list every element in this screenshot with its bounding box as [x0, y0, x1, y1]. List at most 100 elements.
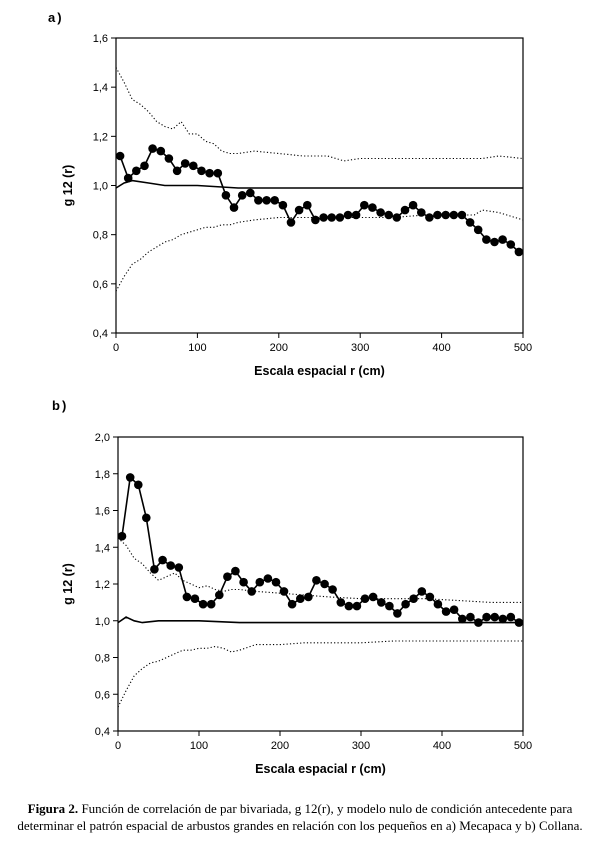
- data-point: [180, 159, 190, 168]
- y-tick-label: 0,6: [93, 279, 108, 291]
- x-tick-label: 0: [115, 740, 121, 752]
- data-point: [239, 577, 248, 587]
- data-point: [328, 585, 337, 594]
- data-point: [254, 196, 263, 205]
- data-point: [278, 200, 288, 210]
- data-point: [123, 173, 133, 183]
- envelope-line: [115, 209, 524, 292]
- null-model-line: [115, 179, 523, 189]
- data-point: [246, 188, 255, 198]
- data-point: [335, 213, 345, 222]
- data-point: [304, 592, 313, 602]
- y-tick-label: 1,0: [93, 181, 108, 193]
- data-point: [473, 225, 483, 235]
- data-point: [393, 609, 402, 618]
- data-point: [490, 237, 499, 247]
- data-point: [279, 587, 289, 596]
- figure-caption: Figura 2. Función de correlación de par …: [0, 800, 600, 834]
- data-point: [425, 213, 434, 222]
- data-point: [189, 161, 198, 171]
- data-point: [360, 594, 370, 603]
- data-point: [182, 592, 192, 602]
- data-point: [263, 574, 273, 583]
- data-point: [115, 151, 125, 161]
- x-tick-label: 300: [351, 342, 369, 354]
- data-point: [262, 196, 271, 205]
- data-point: [231, 566, 240, 576]
- y-tick-label: 0,6: [95, 689, 110, 701]
- y-tick-label: 0,8: [93, 230, 108, 242]
- panel-label-a: a): [48, 10, 64, 25]
- y-axis-title: g 12 (r): [61, 165, 75, 207]
- data-point: [150, 565, 159, 574]
- data-point: [376, 208, 385, 217]
- x-tick-label: 400: [433, 740, 451, 752]
- data-point: [417, 587, 427, 596]
- x-tick-label: 100: [188, 342, 206, 354]
- data-point: [458, 614, 467, 624]
- envelope-line: [117, 537, 523, 603]
- y-tick-label: 1,2: [95, 579, 110, 591]
- data-point: [400, 205, 410, 215]
- data-point: [514, 247, 524, 257]
- data-point: [197, 166, 206, 176]
- x-tick-label: 500: [514, 342, 532, 354]
- data-point: [441, 607, 451, 616]
- data-point: [433, 599, 443, 609]
- x-tick-label: 200: [271, 740, 289, 752]
- data-point: [132, 166, 141, 176]
- x-axis-title: Escala espacial r (cm): [255, 762, 386, 776]
- data-point: [166, 561, 175, 570]
- x-tick-label: 400: [432, 342, 450, 354]
- data-point: [156, 146, 166, 156]
- data-point: [351, 210, 361, 220]
- data-point: [206, 599, 216, 609]
- envelope-line: [117, 640, 523, 708]
- caption-text: Función de correlación de par bivariada,…: [17, 801, 583, 833]
- envelope-line: [115, 67, 524, 162]
- y-tick-label: 0,8: [95, 653, 110, 665]
- observed-line: [119, 147, 520, 253]
- data-point: [466, 612, 475, 622]
- data-point: [198, 599, 208, 609]
- caption-label: Figura 2.: [27, 801, 79, 816]
- data-point: [417, 208, 426, 217]
- data-point: [409, 594, 418, 603]
- data-point: [148, 144, 157, 153]
- data-point: [134, 480, 143, 490]
- x-tick-label: 200: [270, 342, 288, 354]
- data-point: [286, 218, 296, 227]
- data-point: [270, 196, 280, 205]
- data-point: [164, 154, 174, 163]
- y-tick-label: 1,2: [93, 131, 108, 143]
- data-point: [506, 240, 516, 249]
- data-point: [311, 215, 320, 225]
- data-point: [140, 161, 149, 171]
- data-point: [449, 605, 459, 614]
- data-point: [360, 200, 369, 210]
- x-tick-label: 100: [190, 740, 208, 752]
- data-point: [172, 166, 182, 176]
- data-point: [296, 594, 305, 603]
- data-point: [213, 168, 223, 178]
- data-point: [142, 513, 151, 523]
- data-point: [498, 614, 508, 624]
- y-tick-label: 1,4: [93, 82, 108, 94]
- y-tick-label: 0,4: [93, 328, 108, 340]
- x-axis-title: Escala espacial r (cm): [254, 364, 385, 378]
- data-point: [271, 577, 281, 587]
- chart-a: 0,4 0,6 0,8 1,0 1,2 1,4 1,6 0 100 200 300 400 500 Esc…: [61, 33, 532, 378]
- data-point: [237, 191, 247, 200]
- data-point: [352, 601, 362, 611]
- data-point: [336, 598, 346, 607]
- data-point: [215, 590, 224, 600]
- data-point: [482, 235, 491, 244]
- data-point: [319, 213, 328, 222]
- data-point: [221, 191, 231, 200]
- data-point: [441, 210, 451, 220]
- data-point: [229, 203, 239, 212]
- data-point: [287, 599, 297, 609]
- y-tick-label: 2,0: [95, 432, 110, 444]
- y-tick-label: 1,4: [95, 542, 110, 554]
- data-point: [482, 612, 491, 622]
